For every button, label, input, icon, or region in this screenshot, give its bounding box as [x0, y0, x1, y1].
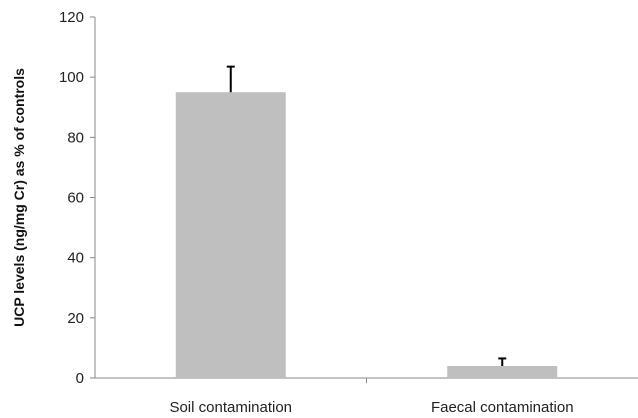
bar: [447, 365, 558, 378]
category-label: Faecal contamination: [431, 399, 574, 416]
y-axis-ticks: 0 20 40 60 80 100 120: [59, 9, 95, 387]
y-tick-label: 80: [67, 129, 84, 146]
y-tick-label: 100: [59, 69, 84, 86]
category-labels: Soil contamination Faecal contamination: [169, 378, 574, 416]
bar: [175, 92, 286, 378]
bars: [175, 65, 558, 378]
y-axis-title: UCP levels (ng/mg Cr) as % of controls: [11, 68, 27, 327]
category-label: Soil contamination: [169, 399, 292, 416]
y-tick-label: 120: [59, 9, 84, 26]
y-tick-label: 0: [76, 370, 84, 387]
y-tick-label: 60: [67, 190, 84, 207]
y-tick-label: 40: [67, 250, 84, 267]
y-tick-label: 20: [67, 310, 84, 327]
